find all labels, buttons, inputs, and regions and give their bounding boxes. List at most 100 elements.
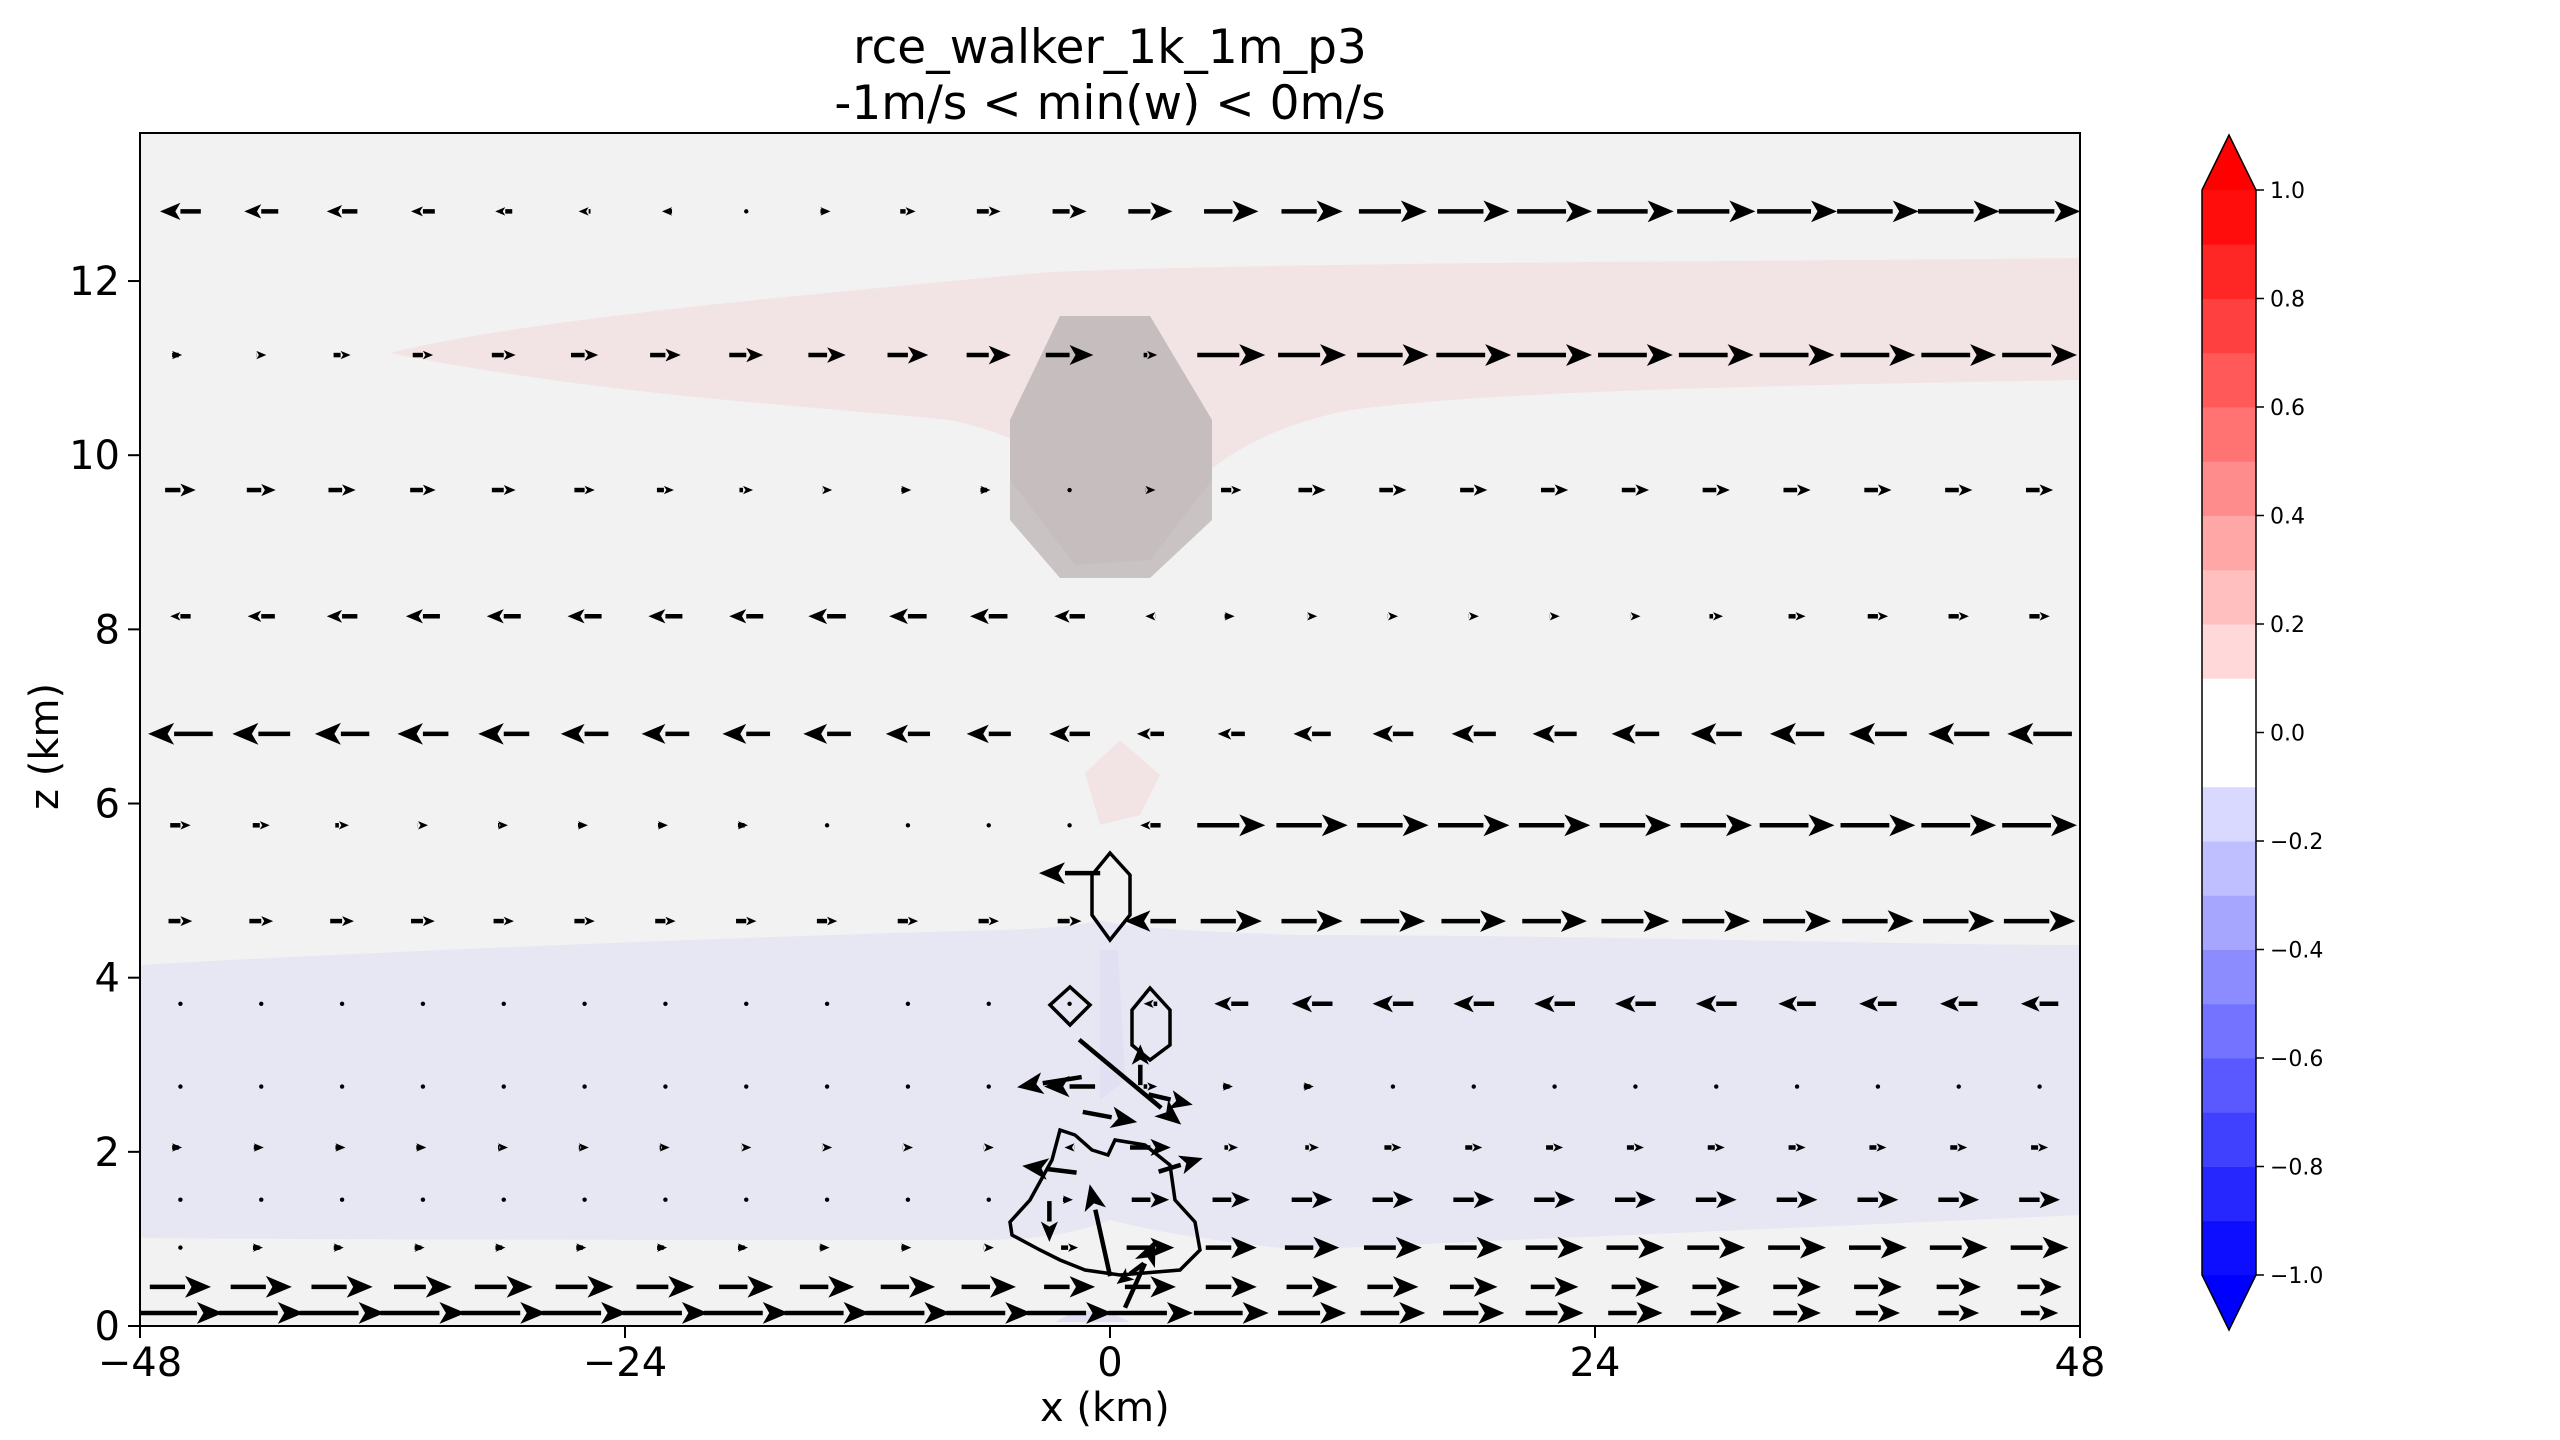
quiver-head (1958, 612, 1969, 621)
quiver-head (1880, 1236, 1907, 1259)
quiver-head (983, 1143, 994, 1152)
quiver-head (1554, 1276, 1579, 1297)
quiver-arrow (474, 1275, 533, 1298)
quiver-arrow (1281, 910, 1343, 932)
quiver-arrow (1626, 1143, 1644, 1152)
quiver-head (196, 1302, 223, 1324)
quiver-arrow (1471, 1084, 1476, 1089)
quiver-arrow (784, 1302, 870, 1324)
quiver-arrow (335, 1143, 346, 1152)
quiver-head (578, 1143, 589, 1152)
quiver-dot (905, 1084, 911, 1089)
quiver-arrow (1522, 910, 1587, 932)
quiver-head (1214, 996, 1232, 1011)
quiver-arrow (567, 609, 602, 624)
quiver-arrow (420, 1197, 426, 1202)
quiver-head (503, 916, 514, 926)
quiver-arrow (1367, 1276, 1419, 1298)
quiver-arrow (1695, 995, 1737, 1013)
quiver-arrow (1372, 995, 1414, 1013)
quiver-head (1145, 612, 1156, 621)
quiver-head (244, 204, 262, 219)
quiver-head (1636, 1302, 1663, 1324)
quiver-arrow (663, 1084, 668, 1089)
quiver-head (1038, 862, 1065, 885)
quiver-arrow (1298, 484, 1326, 496)
quiver-dot (582, 1197, 587, 1202)
quiver-dot (824, 1001, 830, 1007)
quiver-head (1483, 814, 1510, 837)
quiver-arrow (622, 1302, 708, 1324)
quiver-head (1557, 1236, 1584, 1259)
quiver-head (681, 1302, 708, 1324)
colorbar-segment (2202, 298, 2256, 354)
colorbar-tick-label: 1.0 (2270, 179, 2305, 204)
quiver-head (1805, 910, 1832, 932)
quiver-head (180, 483, 196, 497)
quiver-arrow (178, 1084, 183, 1089)
quiver-head (439, 1302, 466, 1324)
quiver-arrow (495, 1243, 506, 1252)
quiver-arrow (1633, 1084, 1638, 1089)
quiver-arrow (737, 821, 748, 830)
quiver-arrow (819, 1243, 830, 1252)
quiver-head (418, 821, 429, 830)
quiver-head (1242, 1302, 1269, 1324)
colorbar-segment (2202, 841, 2256, 896)
quiver-arrow (256, 350, 267, 360)
quiver-arrow (1145, 485, 1156, 495)
quiver-head (1313, 1236, 1340, 1259)
quiver-arrow (1465, 1143, 1483, 1152)
quiver-arrow (803, 723, 851, 744)
quiver-arrow (1794, 1084, 1800, 1089)
quiver-arrow (1714, 1084, 1719, 1089)
quiver-arrow (824, 1197, 830, 1202)
quiver-dot (1390, 1084, 1396, 1089)
quiver-arrow (1621, 484, 1650, 496)
quiver-head (827, 347, 846, 363)
quiver-head (1049, 725, 1070, 743)
x-tick-label: −24 (583, 1340, 667, 1386)
quiver-head (885, 724, 908, 744)
quiver-arrow (172, 350, 183, 360)
positive-w-region-upper (390, 258, 2080, 530)
quiver-head (1150, 1276, 1176, 1298)
quiver-arrow (1214, 996, 1249, 1011)
quiver-core-arrow (1022, 1158, 1077, 1180)
quiver-head (1532, 724, 1555, 744)
quiver-head (2039, 1305, 2059, 1321)
quiver-head (1402, 344, 1429, 366)
quiver-head (1399, 1302, 1426, 1324)
quiver-arrow (339, 1084, 345, 1089)
quiver-shaft (1082, 1109, 1113, 1120)
quiver-head (2039, 612, 2050, 621)
quiver-arrow (1064, 1143, 1075, 1152)
quiver-arrow (1854, 1276, 1902, 1297)
quiver-head (1222, 1082, 1233, 1091)
quiver-arrow (1128, 202, 1173, 221)
quiver-arrow (178, 1001, 183, 1007)
quiver-arrow (1869, 1143, 1887, 1152)
quiver-core-arrow (1131, 1044, 1149, 1086)
quiver-dot (1067, 823, 1072, 828)
quiver-head (422, 484, 436, 496)
quiver-head (1372, 725, 1393, 743)
quiver-head (172, 350, 183, 360)
quiver-head (1716, 484, 1730, 496)
quiver-head (397, 723, 423, 745)
quiver-head (560, 723, 585, 744)
x-tick-label: 48 (2055, 1340, 2106, 1386)
quiver-arrow (1611, 723, 1660, 744)
quiver-arrow (2007, 722, 2072, 745)
quiver-head (414, 1243, 425, 1252)
quiver-head (1560, 910, 1587, 932)
quiver-head (148, 722, 175, 745)
quiver-arrow (1224, 612, 1235, 621)
quiver-arrow (1221, 485, 1242, 495)
quiver-head (2050, 814, 2077, 837)
quiver-head (2038, 1143, 2049, 1152)
quiver-arrow (880, 1275, 936, 1298)
quiver-arrow (902, 1143, 914, 1152)
quiver-head (1940, 995, 1959, 1012)
quiver-arrow (1768, 1236, 1826, 1259)
